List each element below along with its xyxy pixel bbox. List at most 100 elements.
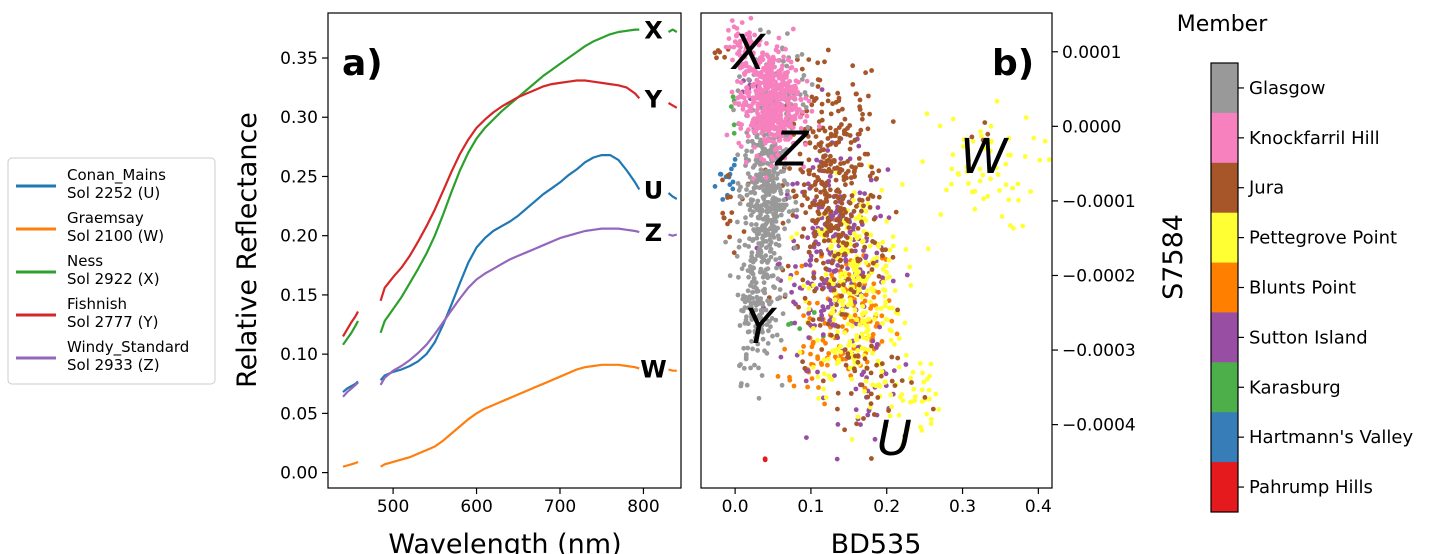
scatter-point xyxy=(729,166,734,172)
scatter-point xyxy=(804,435,809,440)
scatter-point xyxy=(755,207,761,213)
scatter-point xyxy=(762,79,768,84)
scatter-point xyxy=(825,304,831,310)
scatter-point xyxy=(884,275,890,281)
scatter-point xyxy=(805,124,811,130)
scatter-point xyxy=(801,283,807,289)
scatter-point xyxy=(725,221,730,227)
scatter-point xyxy=(806,57,812,62)
scatter-point xyxy=(825,47,831,53)
scatter-point xyxy=(762,98,767,104)
scatter-point xyxy=(811,270,817,276)
scatter-point xyxy=(778,188,783,194)
scatter-point xyxy=(869,68,874,73)
scatter-point xyxy=(950,116,956,122)
colorbar-block xyxy=(1211,262,1238,313)
colorbar-label: Glasgow xyxy=(1249,78,1326,99)
scatter-point xyxy=(812,229,818,235)
scatter-point xyxy=(771,169,777,175)
scatter-point xyxy=(868,370,874,376)
panel-b-y-tick-label: 0.0001 xyxy=(1062,43,1121,63)
scatter-point xyxy=(750,296,755,301)
scatter-point xyxy=(1022,154,1028,159)
scatter-point xyxy=(820,332,826,337)
scatter-point xyxy=(845,168,851,174)
colorbar-block xyxy=(1211,312,1238,363)
scatter-point xyxy=(933,391,939,397)
scatter-point xyxy=(741,229,747,235)
scatter-point xyxy=(731,130,737,136)
legend-entry-label: Ness Sol 2922 (X) xyxy=(67,252,160,288)
scatter-point xyxy=(771,250,777,256)
scatter-point xyxy=(847,200,853,206)
scatter-point xyxy=(874,306,880,311)
scatter-point xyxy=(854,91,859,97)
scatter-point xyxy=(886,408,891,413)
scatter-point xyxy=(765,185,771,191)
scatter-point xyxy=(792,83,798,89)
scatter-point xyxy=(836,238,841,244)
scatter-point xyxy=(801,73,807,78)
scatter-point xyxy=(792,245,798,251)
scatter-point xyxy=(779,76,785,82)
scatter-point xyxy=(789,235,794,240)
scatter-point xyxy=(738,90,744,96)
scatter-point xyxy=(832,373,837,378)
scatter-point xyxy=(820,304,826,309)
scatter-point xyxy=(843,312,848,317)
scatter-point xyxy=(828,278,833,284)
scatter-point xyxy=(896,364,902,370)
scatter-point xyxy=(950,152,956,158)
scatter-point xyxy=(828,245,833,251)
scatter-point xyxy=(811,172,817,178)
scatter-point xyxy=(779,265,784,271)
scatter-point xyxy=(804,113,810,119)
scatter-point xyxy=(819,347,825,352)
cluster-label-y: Y xyxy=(745,299,778,355)
scatter-point xyxy=(810,225,816,231)
scatter-point xyxy=(738,44,743,50)
scatter-point xyxy=(821,357,827,363)
scatter-point xyxy=(793,264,798,269)
scatter-point xyxy=(902,320,908,326)
scatter-point xyxy=(868,192,874,198)
scatter-point xyxy=(758,250,763,255)
scatter-point xyxy=(801,344,806,349)
scatter-point xyxy=(1015,181,1021,187)
scatter-point xyxy=(874,250,880,256)
scatter-point xyxy=(788,321,794,326)
scatter-point xyxy=(799,234,805,239)
scatter-point xyxy=(793,193,799,199)
scatter-point xyxy=(803,95,809,101)
scatter-point xyxy=(871,216,877,222)
scatter-point xyxy=(806,300,812,306)
scatter-point xyxy=(766,172,772,178)
scatter-point xyxy=(749,250,755,256)
scatter-point xyxy=(800,102,806,107)
scatter-point xyxy=(838,156,844,162)
scatter-point xyxy=(810,364,816,370)
scatter-point xyxy=(803,142,808,147)
scatter-point xyxy=(768,131,773,137)
scatter-point xyxy=(870,338,876,344)
scatter-point xyxy=(769,226,775,232)
scatter-point xyxy=(892,341,897,347)
scatter-point xyxy=(765,260,770,265)
scatter-point xyxy=(849,213,854,219)
scatter-point xyxy=(773,241,779,247)
scatter-point xyxy=(788,59,794,65)
colorbar-label: Blunts Point xyxy=(1249,278,1356,299)
scatter-point xyxy=(884,270,889,275)
scatter-point xyxy=(717,171,723,177)
scatter-point xyxy=(821,238,827,244)
scatter-point xyxy=(723,239,728,245)
scatter-point xyxy=(768,118,774,123)
scatter-point xyxy=(759,322,765,328)
scatter-point xyxy=(752,362,757,368)
scatter-point xyxy=(814,194,819,200)
scatter-point xyxy=(824,180,829,186)
member-colorbar: Member Glasgow Knockfarril Hill Jura Petteg… xyxy=(1177,12,1413,513)
panel-b-y-tick-label: −0.0004 xyxy=(1062,416,1136,436)
scatter-point xyxy=(813,187,819,193)
scatter-point xyxy=(760,336,766,342)
